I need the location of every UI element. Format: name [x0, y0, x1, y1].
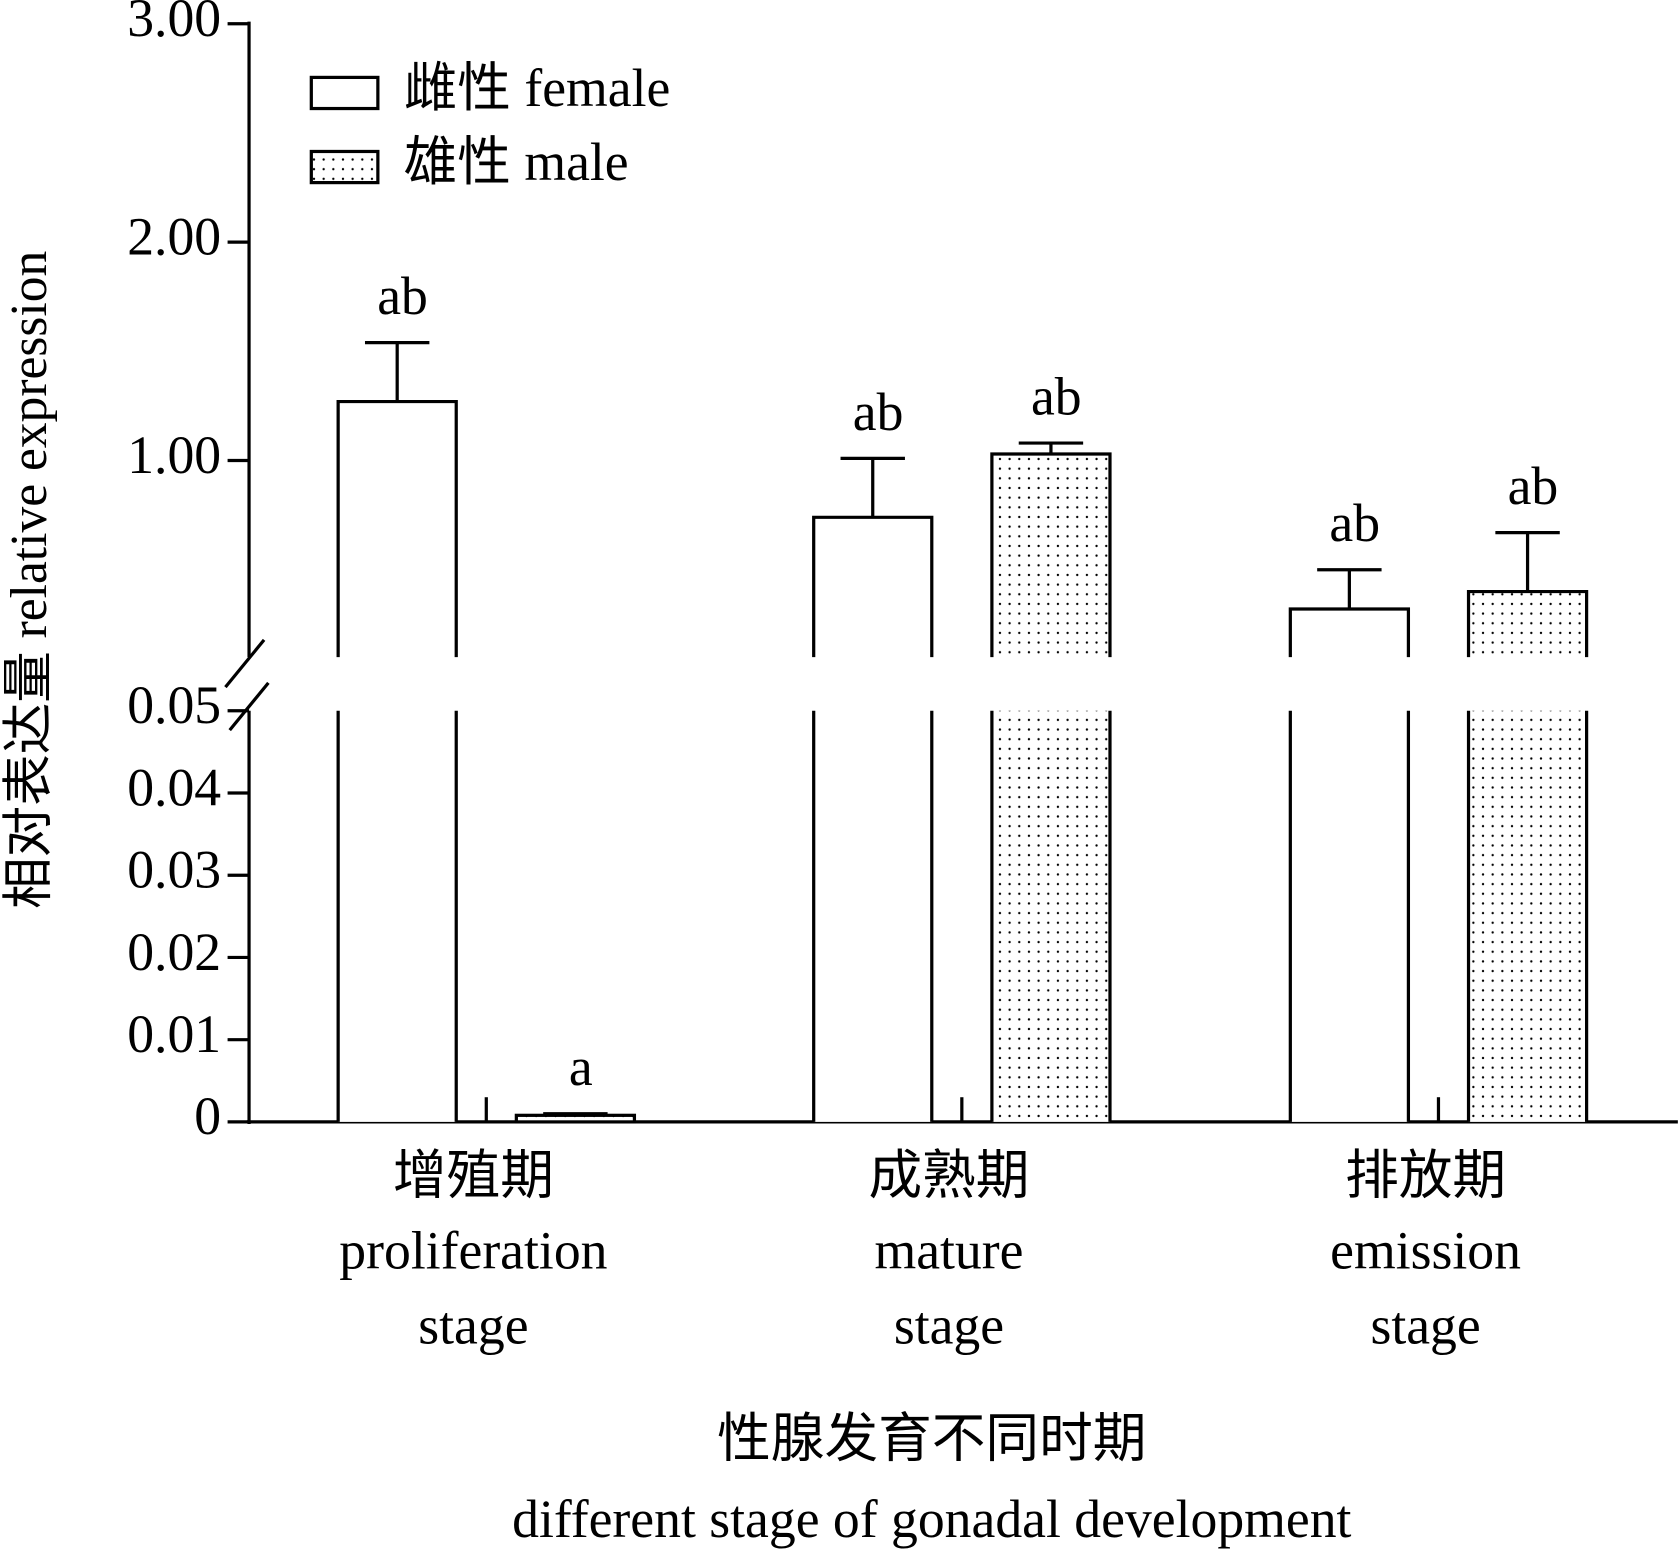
significance-label: ab	[377, 266, 428, 326]
error-bar	[1317, 568, 1382, 610]
error-bar	[1018, 441, 1084, 454]
significance-label: ab	[853, 382, 904, 442]
x-tick-label: proliferation	[339, 1220, 607, 1280]
x-tick-label: 排放期	[1345, 1145, 1506, 1205]
bar-fill	[1468, 710, 1587, 1122]
error-bar	[1495, 530, 1560, 592]
y-tick-label: 2.00	[127, 206, 221, 266]
error-bar	[840, 456, 905, 518]
y-axis-label: 相对表达量 relative expression	[1, 251, 58, 909]
axis-break	[228, 681, 270, 732]
y-tick-label: 0.01	[127, 1004, 221, 1064]
x-tick-label: 增殖期	[393, 1145, 554, 1205]
x-axis-label: different stage of gonadal development	[512, 1489, 1351, 1549]
y-tick-label: 0.02	[127, 922, 221, 982]
y-tick-label: 0.03	[127, 840, 221, 900]
significance-label: ab	[1031, 367, 1082, 427]
y-tick-label: 0.04	[127, 757, 221, 817]
bar-fill	[338, 710, 457, 1122]
bar-outline	[990, 710, 1112, 1122]
y-tick-label: 3.00	[127, 0, 221, 48]
legend-swatch	[309, 149, 380, 185]
bar-outline	[336, 710, 458, 1122]
error-bar	[364, 340, 430, 402]
x-tick-label: emission	[1330, 1220, 1521, 1280]
legend-swatch	[309, 75, 380, 111]
bar	[812, 515, 934, 658]
bar	[1288, 607, 1411, 658]
y-tick-label: 0.05	[127, 675, 221, 735]
significance-label: ab	[1329, 493, 1380, 553]
x-tick-label: stage	[894, 1296, 1004, 1356]
bar	[1466, 589, 1589, 658]
y-tick-label: 1.00	[127, 425, 221, 485]
bar-fill	[813, 710, 932, 1122]
error-bar	[543, 1112, 608, 1116]
axis-break	[224, 638, 266, 689]
significance-label: ab	[1508, 456, 1559, 516]
bar-outline	[812, 710, 934, 1122]
bar-fill	[991, 710, 1110, 1122]
significance-label: a	[569, 1037, 593, 1097]
bar	[336, 399, 458, 658]
legend-label: 雌性 female	[404, 58, 671, 118]
x-tick-label: stage	[1370, 1296, 1480, 1356]
y-tick-label: 0	[194, 1086, 221, 1146]
x-tick-label: mature	[874, 1220, 1023, 1280]
x-tick-label: 成熟期	[868, 1145, 1029, 1205]
x-axis-label: 性腺发育不同时期	[717, 1408, 1146, 1468]
legend-label: 雄性 male	[404, 132, 629, 192]
bar	[514, 1113, 637, 1124]
x-tick-label: stage	[418, 1296, 528, 1356]
bar-outline	[1466, 710, 1589, 1122]
bar-outline	[1288, 710, 1411, 1122]
bar	[990, 452, 1112, 658]
bar-fill	[1290, 710, 1409, 1122]
